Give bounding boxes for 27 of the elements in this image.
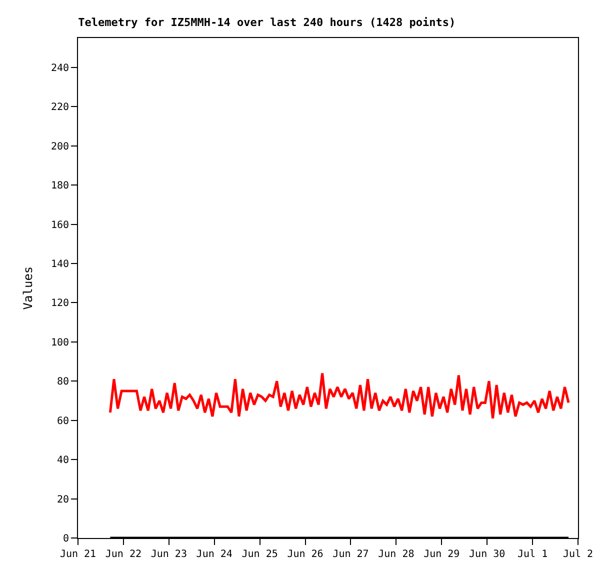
x-tick-label: Jun 27 — [332, 549, 369, 560]
y-tick-label: 220 — [50, 102, 69, 114]
x-tick-label: Jun 30 — [469, 549, 506, 560]
x-tick-label: Jun 29 — [424, 549, 460, 560]
x-tick-label: Jun 25 — [242, 549, 278, 560]
y-tick-label: 100 — [50, 337, 69, 348]
chart-title: Telemetry for IZ5MMH-14 over last 240 hours (1428 points) — [78, 16, 456, 30]
y-tick-label: 40 — [56, 455, 69, 466]
x-tick-label: Jun 22 — [105, 549, 142, 560]
x-tick-label: Jun 26 — [287, 549, 324, 560]
x-tick-label: Jul 2 — [562, 549, 594, 560]
y-tick-label: 140 — [50, 258, 69, 270]
y-tick-label: 120 — [50, 298, 69, 310]
y-tick-label: 60 — [56, 416, 69, 427]
y-tick-label: 180 — [50, 180, 69, 192]
x-tick-label: Jun 23 — [150, 549, 187, 560]
y-tick-label: 20 — [56, 494, 69, 506]
y-tick-label: 80 — [56, 376, 69, 388]
y-tick-label: 200 — [50, 141, 69, 152]
x-tick-label: Jun 24 — [196, 549, 232, 560]
x-tick-label: Jul 1 — [517, 549, 548, 560]
y-axis-title: Values — [21, 266, 36, 310]
y-tick-label: 240 — [50, 62, 69, 74]
x-tick-label: Jun 28 — [378, 549, 414, 560]
y-tick-label: 0 — [62, 534, 69, 544]
y-tick-label: 160 — [50, 220, 69, 231]
x-tick-label: Jun 21 — [60, 549, 96, 560]
